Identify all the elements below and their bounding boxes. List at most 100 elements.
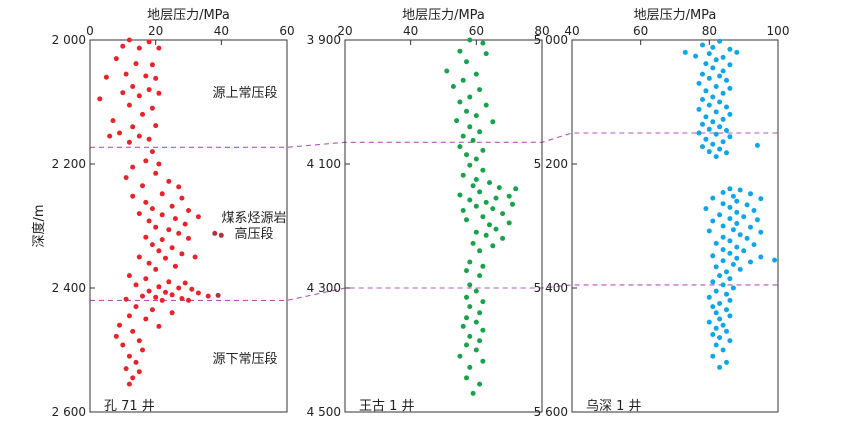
data-point: [464, 268, 469, 274]
data-point: [457, 48, 463, 54]
y-tick-label: 4 500: [307, 405, 341, 419]
data-point: [772, 257, 778, 263]
plot-frame: [89, 39, 288, 413]
data-point: [464, 342, 469, 348]
data-point: [464, 152, 469, 158]
data-point: [720, 234, 726, 240]
data-point: [720, 322, 726, 328]
data-point: [153, 224, 159, 230]
data-point: [464, 294, 469, 300]
data-point: [483, 232, 489, 238]
data-point: [727, 186, 733, 192]
data-point: [480, 358, 486, 364]
data-point: [473, 319, 479, 325]
data-point: [700, 121, 705, 127]
data-point: [136, 254, 142, 260]
y-axis-label: 深度/m: [31, 204, 47, 247]
data-point: [477, 248, 483, 254]
data-point: [113, 56, 119, 62]
data-point: [483, 199, 489, 205]
data-point: [169, 203, 175, 209]
data-point: [146, 218, 152, 224]
data-point: [176, 230, 182, 236]
data-point: [120, 43, 126, 49]
data-point: [720, 247, 726, 253]
data-point: [717, 335, 723, 341]
data-point: [717, 146, 723, 152]
y-tick-label: 2 000: [52, 33, 86, 47]
data-point: [140, 183, 145, 189]
panel-2: 地层压力/MPa 20 40 60 80 3 900 4 100 4 300 4 500 王古 1…: [307, 8, 550, 419]
data-point: [133, 359, 139, 365]
data-point: [720, 258, 726, 264]
data-point: [153, 75, 159, 81]
data-point: [744, 202, 750, 208]
data-point: [730, 261, 736, 267]
data-point: [156, 323, 162, 329]
x-tick-label: 100: [767, 24, 790, 38]
data-point: [720, 190, 726, 195]
data-point: [717, 73, 723, 79]
x-axis-label: 地层压力/MPa: [402, 8, 485, 23]
data-point: [724, 150, 729, 156]
data-point: [464, 59, 469, 65]
data-point: [166, 178, 172, 184]
data-point: [724, 77, 729, 83]
data-point: [734, 209, 740, 215]
data-point: [477, 310, 483, 316]
data-point: [454, 118, 460, 124]
x-tick-label: 60: [279, 24, 294, 38]
data-point: [176, 184, 182, 190]
data-point: [126, 102, 132, 108]
data-point: [724, 328, 729, 334]
data-point: [126, 381, 132, 387]
data-point: [169, 310, 175, 316]
zone-annotation: 高压段: [234, 226, 273, 242]
data-point: [212, 230, 218, 236]
data-point: [480, 167, 486, 173]
data-point: [703, 136, 709, 142]
data-point: [464, 217, 469, 223]
x-tick-label: 0: [86, 24, 94, 38]
data-point: [172, 216, 178, 222]
data-point: [179, 195, 185, 201]
data-point: [464, 108, 469, 114]
data-point: [487, 180, 492, 186]
data-point: [758, 254, 764, 260]
data-point: [149, 206, 155, 212]
data-point: [493, 226, 499, 232]
y-tick-label: 2 200: [52, 157, 86, 171]
data-point: [473, 156, 479, 162]
data-point: [467, 162, 473, 168]
data-point: [477, 338, 483, 344]
data-point: [143, 276, 149, 282]
panel-3: 地层压力/MPa 40 60 80 100 5 000 5 200 5 400 5 600 乌深 …: [534, 8, 790, 419]
zone-annotation: 源下常压段: [212, 352, 277, 367]
data-point: [130, 84, 136, 89]
data-point: [166, 227, 172, 233]
data-point: [751, 208, 757, 213]
panel-1: 地层压力/MPa 0 20 40 60 2 000 2 200 2 400 2 600 孔 71 …: [52, 8, 295, 419]
data-point: [706, 294, 712, 300]
data-point: [192, 254, 198, 260]
data-point: [159, 212, 165, 218]
data-point: [126, 313, 132, 319]
data-point: [724, 359, 729, 365]
x-tick-label: 60: [633, 24, 648, 38]
data-point: [717, 301, 723, 306]
data-point: [136, 45, 142, 51]
data-point: [744, 235, 750, 241]
data-point: [130, 328, 136, 334]
data-point: [149, 242, 155, 248]
data-point: [734, 49, 740, 55]
data-point: [195, 290, 201, 296]
data-point: [751, 242, 757, 248]
data-point: [713, 325, 719, 331]
data-point: [717, 99, 723, 105]
data-point: [682, 49, 688, 55]
data-point: [473, 203, 479, 209]
data-point: [179, 251, 185, 257]
data-point: [500, 211, 506, 217]
data-point: [741, 214, 747, 220]
data-point: [143, 316, 149, 322]
